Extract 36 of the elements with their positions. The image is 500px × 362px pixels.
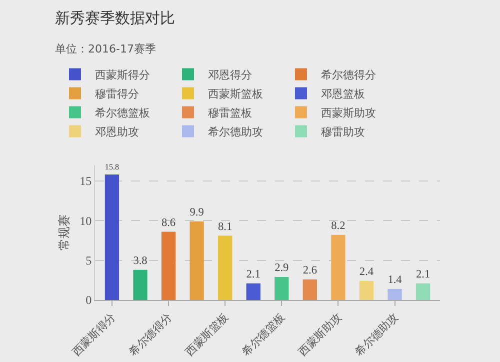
data-label: 2.9: [274, 262, 290, 274]
legend-label: 西蒙斯助攻: [321, 106, 376, 120]
data-label: 2.1: [246, 268, 260, 280]
y-tick-label: 5: [86, 253, 92, 268]
y-axis-title: 常规赛: [56, 214, 71, 250]
data-label: 8.2: [331, 220, 346, 232]
legend-label: 穆雷篮板: [208, 106, 252, 120]
legend-label: 邓恩篮板: [321, 88, 365, 101]
data-label: 2.1: [416, 268, 430, 280]
data-label: 1.4: [388, 274, 402, 286]
y-tick-label: 0: [86, 293, 92, 308]
legend-label: 希尔德得分: [321, 68, 376, 82]
data-label: 3.8: [133, 254, 148, 267]
chart-title: 新秀赛季数据对比: [55, 9, 175, 28]
chart-subtitle: 单位：2016-17赛季: [55, 42, 156, 56]
legend-label: 邓恩助攻: [95, 126, 139, 139]
data-label: 2.6: [302, 264, 318, 277]
y-tick-label: 15: [80, 174, 92, 188]
x-tick-label: 西蒙斯篮板: [183, 310, 232, 359]
data-label: 9.9: [190, 206, 204, 219]
legend-label: 西蒙斯得分: [95, 68, 150, 82]
legend-label: 邓恩得分: [208, 68, 252, 82]
data-label: 8.1: [218, 220, 232, 233]
legend-label: 希尔德助攻: [208, 126, 263, 139]
x-tick-label: 希尔德篮板: [240, 310, 288, 359]
legend-label: 西蒙斯篮板: [208, 88, 263, 101]
legend-label: 穆雷助攻: [321, 126, 365, 139]
x-tick-label: 希尔德得分: [126, 310, 175, 359]
x-tick-label: 希尔德助攻: [352, 310, 401, 359]
y-tick-label: 10: [80, 214, 92, 228]
legend-label: 希尔德篮板: [95, 106, 150, 120]
x-tick-label: 西蒙斯得分: [70, 310, 118, 359]
legend-label: 穆雷得分: [95, 88, 139, 101]
data-label: 8.6: [161, 216, 176, 229]
data-label: 2.4: [359, 266, 374, 278]
x-tick-label: 西蒙斯助攻: [296, 310, 344, 359]
